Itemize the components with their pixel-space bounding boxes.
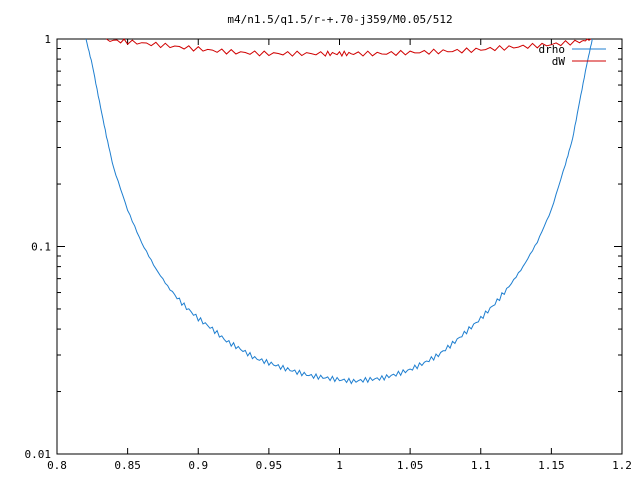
y-tick-label: 0.1	[31, 241, 51, 254]
x-tick-label: 0.85	[114, 459, 141, 472]
legend-label-dW: dW	[552, 55, 566, 68]
chart-title: m4/n1.5/q1.5/r-+.70-j359/M0.05/512	[227, 13, 452, 26]
x-tick-label: 1.2	[612, 459, 632, 472]
x-tick-label: 1.1	[471, 459, 491, 472]
series-lines	[85, 38, 593, 385]
y-tick-labels: 0.01 0.1 1	[25, 33, 52, 461]
x-tick-label: 1.05	[397, 459, 424, 472]
x-tick-label: 0.8	[47, 459, 67, 472]
x-tick-label: 1.15	[538, 459, 565, 472]
x-tick-labels: 0.8 0.85 0.9 0.95 1 1.05 1.1 1.15 1.2	[47, 459, 632, 472]
legend-label-drho: drho	[539, 43, 566, 56]
axis-ticks	[56, 38, 623, 455]
x-tick-label: 1	[336, 459, 343, 472]
series-line-drho	[85, 38, 593, 385]
plot-frame	[56, 38, 623, 455]
x-tick-label: 0.9	[188, 459, 208, 472]
series-line-dW	[106, 38, 592, 58]
x-tick-label: 0.95	[256, 459, 283, 472]
y-tick-label: 1	[44, 33, 51, 46]
y-tick-label: 0.01	[25, 448, 52, 461]
